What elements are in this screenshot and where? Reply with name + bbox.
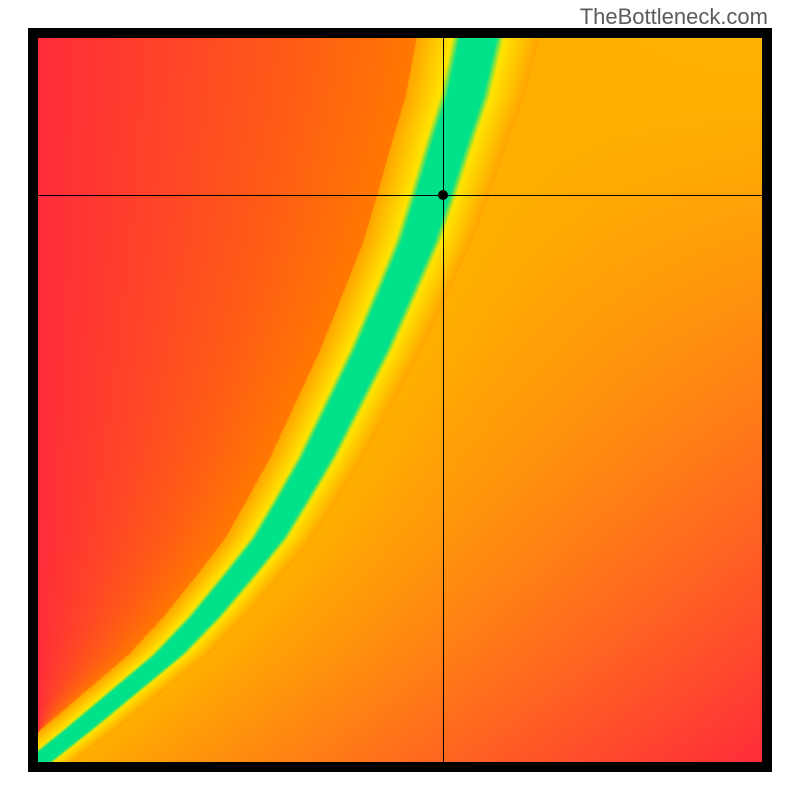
crosshair-horizontal <box>38 195 762 196</box>
bottleneck-marker <box>438 190 448 200</box>
crosshair-vertical <box>443 38 444 762</box>
watermark-text: TheBottleneck.com <box>580 4 768 30</box>
heatmap-canvas <box>38 38 762 762</box>
plot-frame <box>28 28 772 772</box>
plot-area <box>38 38 762 762</box>
